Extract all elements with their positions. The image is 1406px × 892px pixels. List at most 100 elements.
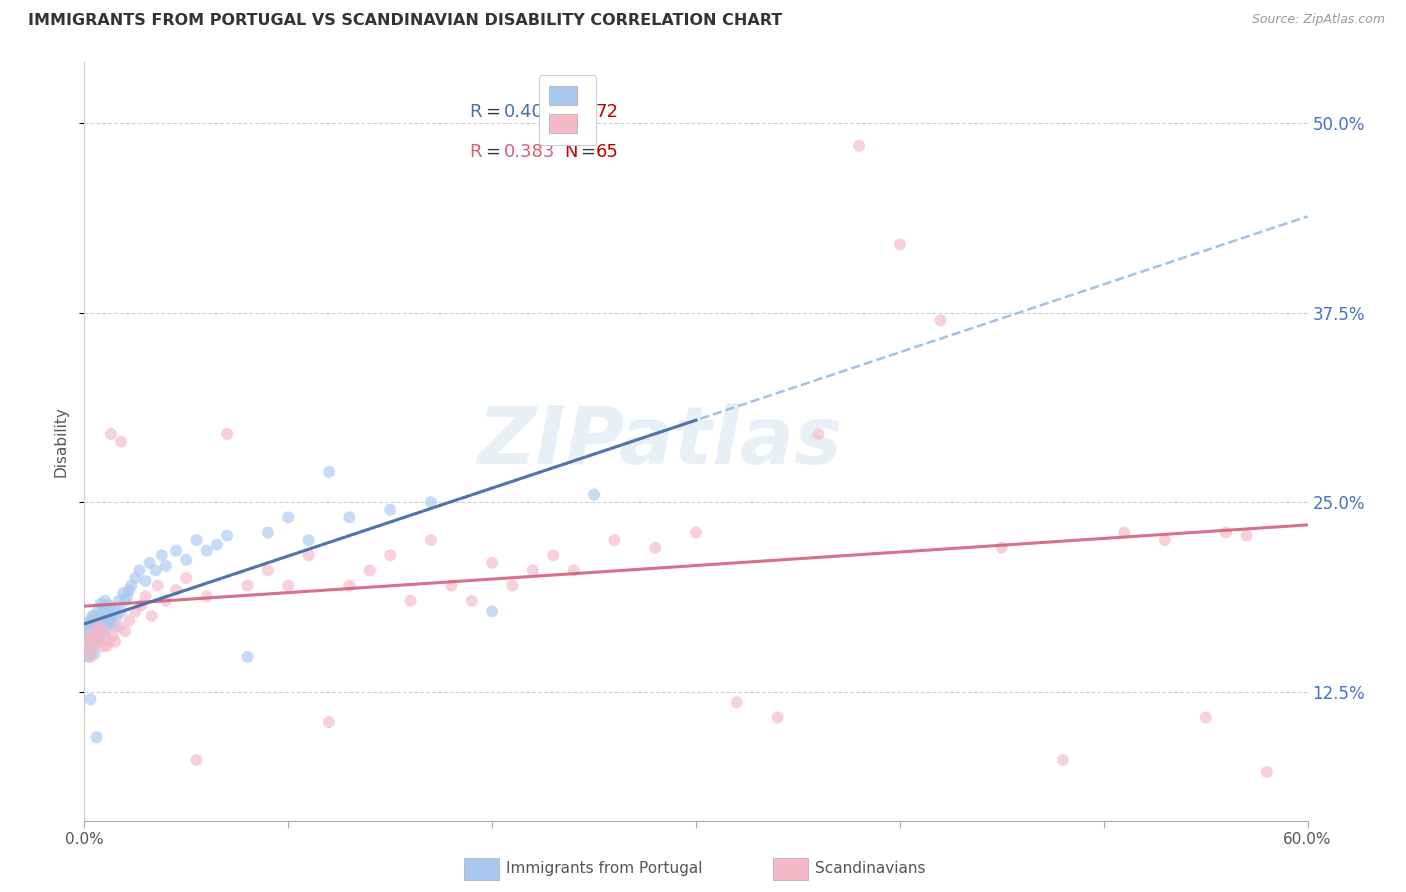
Point — [150, 548, 173, 563]
Text: 0.383: 0.383 — [503, 143, 555, 161]
Text: 72: 72 — [596, 103, 619, 120]
Point — [174, 571, 197, 585]
Point — [79, 614, 101, 628]
Point — [929, 313, 952, 327]
Y-axis label: Disability: Disability — [53, 406, 69, 477]
Point — [236, 649, 259, 664]
Point — [257, 564, 280, 578]
Point — [1052, 753, 1074, 767]
Point — [420, 495, 443, 509]
Point — [155, 594, 177, 608]
Point — [298, 548, 321, 563]
Point — [75, 624, 97, 639]
Point — [318, 465, 340, 479]
Point — [725, 695, 748, 709]
Point — [135, 574, 157, 588]
Point — [522, 564, 544, 578]
Point — [86, 634, 108, 648]
Point — [93, 594, 115, 608]
Point — [120, 579, 142, 593]
Point — [420, 533, 443, 547]
Point — [165, 583, 187, 598]
Point — [112, 586, 135, 600]
Point — [186, 533, 208, 547]
Legend: , : , — [538, 75, 596, 145]
Point — [77, 629, 100, 643]
Point — [481, 604, 503, 618]
Point — [87, 619, 110, 633]
Point — [1256, 765, 1278, 780]
Text: ZIPatlas: ZIPatlas — [477, 402, 842, 481]
Point — [77, 616, 100, 631]
Point — [205, 538, 228, 552]
Text: Scandinavians: Scandinavians — [815, 862, 927, 876]
Point — [131, 599, 153, 613]
Point — [97, 599, 120, 613]
Point — [83, 624, 105, 639]
Point — [118, 583, 141, 598]
Point — [87, 616, 110, 631]
Point — [277, 510, 299, 524]
Point — [562, 564, 585, 578]
Point — [97, 634, 120, 648]
Point — [991, 541, 1014, 555]
Point — [128, 564, 150, 578]
Point — [86, 634, 108, 648]
Point — [97, 614, 120, 628]
Point — [380, 548, 402, 563]
Text: Source: ZipAtlas.com: Source: ZipAtlas.com — [1251, 13, 1385, 27]
Point — [101, 609, 124, 624]
Point — [77, 632, 100, 646]
Point — [481, 556, 503, 570]
Text: =: = — [485, 143, 506, 161]
Point — [145, 564, 167, 578]
Text: =: = — [579, 143, 595, 161]
Text: R: R — [470, 143, 482, 161]
Point — [236, 579, 259, 593]
Point — [100, 616, 122, 631]
Point — [339, 510, 361, 524]
Point — [195, 543, 218, 558]
Point — [174, 553, 197, 567]
Point — [277, 579, 299, 593]
Point — [108, 619, 131, 633]
Point — [75, 639, 97, 653]
Point — [105, 609, 128, 624]
Point — [298, 533, 321, 547]
Point — [90, 597, 112, 611]
Point — [82, 609, 104, 624]
Point — [96, 604, 118, 618]
Point — [101, 629, 124, 643]
Text: IMMIGRANTS FROM PORTUGAL VS SCANDINAVIAN DISABILITY CORRELATION CHART: IMMIGRANTS FROM PORTUGAL VS SCANDINAVIAN… — [28, 13, 782, 29]
Point — [440, 579, 463, 593]
Point — [77, 634, 100, 648]
Point — [87, 629, 110, 643]
Point — [1195, 710, 1218, 724]
Point — [104, 601, 127, 615]
Point — [87, 601, 110, 615]
Point — [77, 649, 100, 664]
Point — [1215, 525, 1237, 540]
Point — [96, 639, 118, 653]
Point — [86, 730, 108, 744]
Point — [1114, 525, 1136, 540]
Point — [108, 594, 131, 608]
Point — [93, 614, 115, 628]
Point — [146, 579, 169, 593]
Point — [399, 594, 422, 608]
Point — [82, 629, 104, 643]
Point — [118, 614, 141, 628]
Point — [90, 624, 112, 639]
Point — [1236, 528, 1258, 542]
Point — [79, 647, 101, 661]
Point — [889, 237, 911, 252]
Point — [90, 609, 112, 624]
Point — [82, 619, 104, 633]
Point — [86, 624, 108, 639]
Point — [83, 609, 105, 624]
Point — [91, 604, 114, 618]
Text: N: N — [564, 103, 578, 120]
Point — [807, 427, 830, 442]
Point — [110, 434, 132, 449]
Point — [91, 619, 114, 633]
